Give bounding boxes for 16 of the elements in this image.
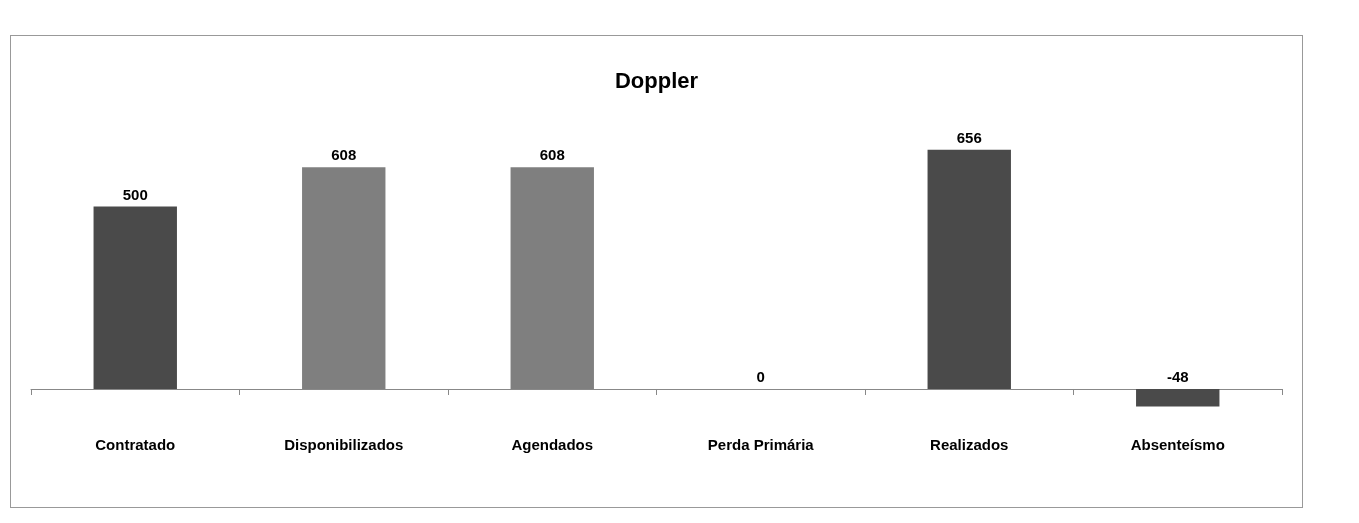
data-label: 0 bbox=[756, 367, 765, 385]
x-tick-label: Perda Primária bbox=[707, 436, 815, 453]
x-tick-label: Agendados bbox=[511, 436, 594, 453]
data-label: 608 bbox=[539, 146, 565, 164]
bar bbox=[93, 206, 177, 389]
x-tick-label: Absenteísmo bbox=[1130, 436, 1225, 453]
data-label: -48 bbox=[1166, 367, 1189, 385]
bar bbox=[927, 149, 1011, 389]
x-tick-label: Realizados bbox=[930, 436, 1009, 453]
data-label: 500 bbox=[122, 185, 148, 203]
data-label: 656 bbox=[956, 128, 982, 146]
chart-title: Doppler bbox=[614, 67, 699, 93]
data-label: 608 bbox=[331, 146, 357, 164]
x-tick-label: Contratado bbox=[95, 436, 176, 453]
x-tick-label: Disponibilizados bbox=[284, 436, 404, 453]
bar bbox=[1136, 388, 1220, 407]
